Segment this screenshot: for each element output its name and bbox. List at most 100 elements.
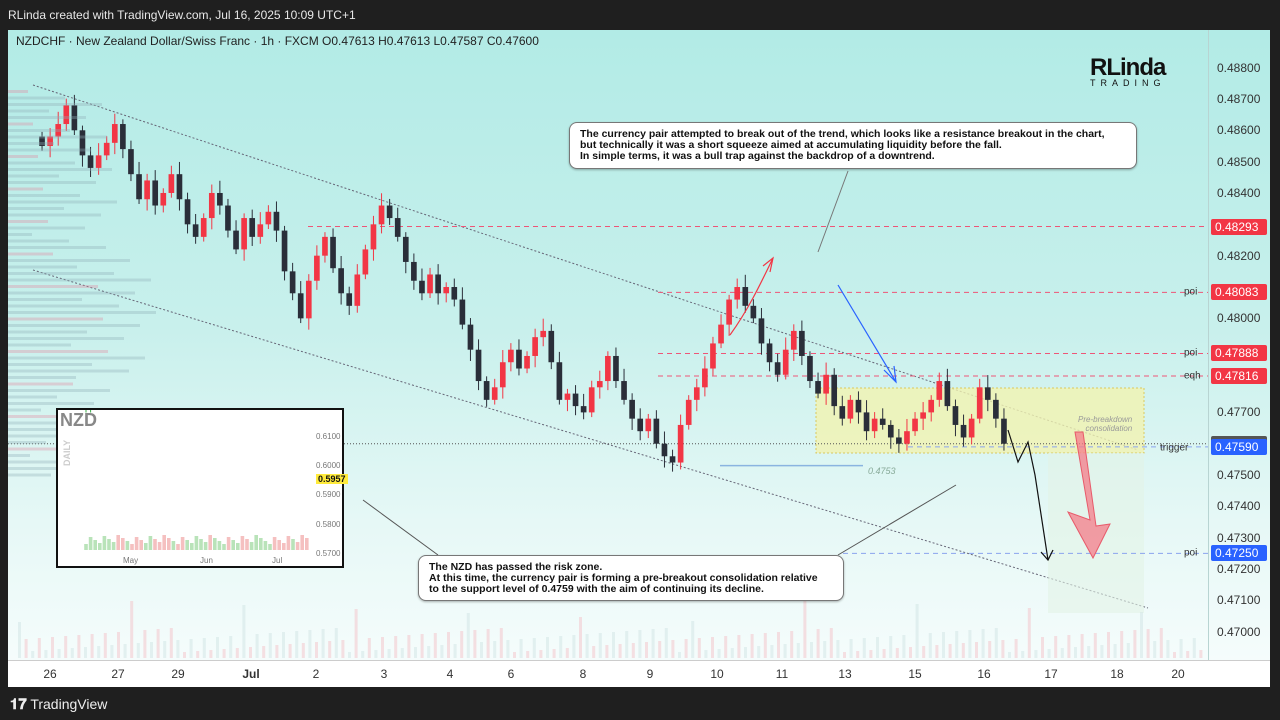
candle-body	[346, 293, 353, 306]
volume-bar	[671, 640, 675, 658]
callout-risk-zone[interactable]: The NZD has passed the risk zone. At thi…	[418, 555, 844, 601]
volume-bar	[757, 646, 761, 658]
candle-body	[629, 399, 635, 419]
volume-bar	[585, 634, 589, 658]
candle-body	[588, 387, 595, 413]
candle-body	[734, 287, 741, 300]
volume-bar	[387, 649, 391, 658]
volume-bar	[513, 652, 516, 658]
volume-bar	[394, 636, 398, 658]
volume-bar	[565, 648, 569, 658]
volume-profile-bar	[8, 90, 28, 93]
volume-bar	[658, 641, 662, 658]
inset-element	[199, 539, 203, 550]
volume-profile-bar	[8, 408, 41, 412]
volume-profile-bar	[8, 389, 110, 392]
volume-bar	[1054, 636, 1058, 658]
volume-profile-bar	[8, 181, 96, 184]
plot-area[interactable]: NZDCHF · New Zealand Dollar/Swiss Franc …	[8, 30, 1208, 660]
time-tick: 29	[171, 667, 185, 681]
volume-bar	[546, 637, 549, 658]
volume-bar	[691, 621, 695, 658]
time-tick: 26	[43, 667, 57, 681]
inset-element	[305, 538, 309, 550]
time-tick: 8	[579, 667, 587, 681]
inset-element	[300, 535, 304, 550]
inset-time-tick: Jun	[200, 556, 213, 565]
time-tick: 9	[646, 667, 654, 681]
volume-bar	[506, 640, 510, 658]
inset-element	[111, 542, 116, 550]
volume-bar	[18, 622, 21, 658]
candle-body	[693, 387, 700, 400]
volume-bar	[664, 628, 668, 658]
inset-element	[236, 543, 240, 550]
candle-body	[758, 318, 765, 344]
price-chart[interactable]	[8, 30, 1208, 660]
volume-profile-bar	[8, 454, 30, 457]
volume-bar	[136, 643, 140, 658]
volume-bar	[493, 641, 497, 658]
big-down-arrow	[1066, 431, 1111, 560]
volume-bar	[288, 644, 292, 658]
volume-bar	[1027, 608, 1031, 658]
time-tick: 10	[710, 667, 724, 681]
volume-bar	[249, 647, 252, 658]
candle-body	[386, 205, 393, 219]
logo-line2: TRADING	[1090, 78, 1166, 88]
volume-bar	[31, 651, 35, 658]
candle-body	[863, 412, 870, 432]
candle-body	[968, 418, 975, 438]
candle-body	[87, 155, 94, 168]
volume-profile-bar	[8, 187, 43, 191]
volume-bar	[460, 631, 464, 658]
inset-element	[157, 542, 162, 550]
candle-body	[322, 236, 328, 256]
candle-body	[378, 205, 385, 225]
volume-bar	[341, 640, 345, 658]
inset-element	[277, 540, 281, 550]
inset-element	[153, 539, 157, 550]
volume-bar	[579, 617, 582, 658]
volume-profile-bar	[8, 272, 114, 275]
volume-bar	[1140, 612, 1143, 658]
callout-bull-trap[interactable]: The currency pair attempted to break out…	[569, 122, 1137, 169]
inset-element	[176, 544, 180, 550]
volume-bar	[763, 633, 767, 658]
time-axis[interactable]: 26 27 29 Jul 2 3 4 6 8 9 10 11 13 15 16 17 18 20	[8, 660, 1270, 687]
volume-bar	[110, 645, 114, 658]
candle-body	[645, 418, 652, 432]
volume-bar	[1008, 652, 1011, 658]
volume-bar	[1100, 645, 1104, 658]
volume-bar	[169, 628, 173, 658]
volume-profile-bar	[8, 174, 59, 178]
candle-body	[427, 274, 433, 294]
volume-bar	[684, 639, 688, 658]
candle-body	[823, 374, 829, 394]
volume-bar	[268, 633, 272, 658]
inset-element	[116, 535, 120, 550]
volume-bar	[697, 638, 701, 658]
volume-bar	[453, 644, 457, 658]
volume-bar	[407, 635, 411, 658]
volume-bar	[803, 600, 807, 658]
volume-bar	[486, 629, 490, 658]
callout-line: The currency pair attempted to break out…	[580, 128, 1105, 140]
price-axis[interactable]: 0.48800 0.48700 0.48600 0.48500 0.48400 0.482…	[1208, 30, 1270, 660]
candle-body	[896, 437, 902, 444]
volume-bar	[862, 638, 866, 658]
inset-element	[190, 543, 194, 550]
candle-body	[936, 381, 943, 400]
chart-container[interactable]: NZDCHF · New Zealand Dollar/Swiss Franc …	[8, 30, 1270, 687]
candle-body	[984, 387, 991, 400]
candle-body	[459, 299, 466, 325]
candle-body	[669, 456, 676, 463]
price-tick: 0.48200	[1217, 248, 1261, 263]
volume-bar	[216, 637, 219, 658]
volume-profile-bar	[8, 135, 107, 139]
inset-element	[217, 541, 222, 550]
time-tick: 15	[908, 667, 922, 681]
inset-element	[125, 541, 130, 550]
candle-body	[944, 381, 951, 407]
volume-bar	[367, 638, 371, 658]
